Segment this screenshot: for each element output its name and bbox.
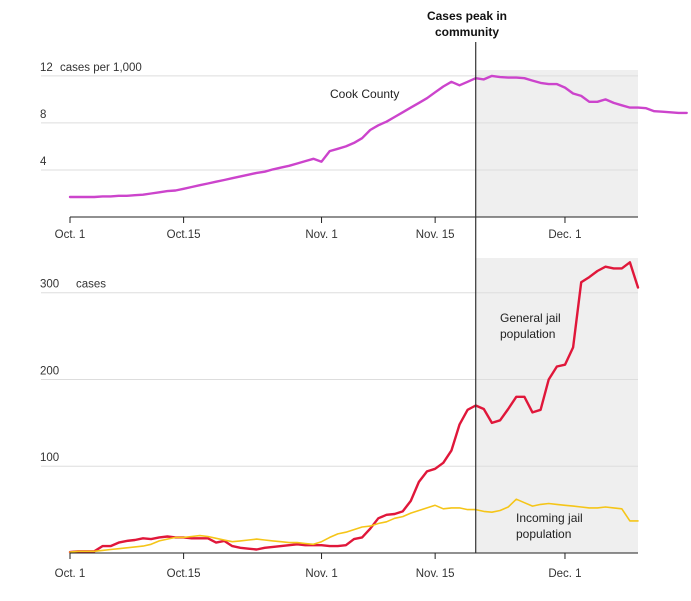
general-jail-label-line-2: population <box>500 327 555 341</box>
top-ytick-label-8: 8 <box>40 109 46 121</box>
bottom-xtick-label-nov1: Nov. 1 <box>305 568 337 580</box>
bottom-ytick-label-300: 300 <box>40 279 59 291</box>
bottom-xtick-label-oct15: Oct.15 <box>167 568 201 580</box>
top-ytick-label-12: 12 <box>40 62 53 74</box>
bottom-xtick-label-oct1: Oct. 1 <box>55 568 86 580</box>
annotation-line-1: Cases peak in <box>427 9 507 23</box>
bottom-xtick-label-dec1: Dec. 1 <box>548 568 581 580</box>
cook-county-label: Cook County <box>330 87 399 101</box>
top-xtick-label-nov1: Nov. 1 <box>305 229 337 241</box>
top-ytick-label-4: 4 <box>40 156 47 168</box>
bottom-ytick-label-200: 200 <box>40 365 59 377</box>
top-y-unit-label: cases per 1,000 <box>60 62 142 74</box>
annotation-line-2: community <box>435 25 499 39</box>
bottom-ytick-label-100: 100 <box>40 452 59 464</box>
incoming-jail-line <box>69 498 639 553</box>
bottom-shaded-region <box>475 258 638 553</box>
top-shaded-region <box>475 70 638 217</box>
bottom-xtick-label-nov15: Nov. 15 <box>416 568 455 580</box>
incoming-jail-label-line-2: population <box>516 527 571 541</box>
top-xtick-label-nov15: Nov. 15 <box>416 229 455 241</box>
top-xtick-label-dec1: Dec. 1 <box>548 229 581 241</box>
incoming-jail-label-line-1: Incoming jail <box>516 511 583 525</box>
cook-county-line <box>68 74 688 199</box>
general-jail-label-line-1: General jail <box>500 311 561 325</box>
general-jail-line <box>68 261 640 554</box>
top-xtick-label-oct15: Oct.15 <box>167 229 201 241</box>
top-xtick-label-oct1: Oct. 1 <box>55 229 86 241</box>
bottom-y-unit-label: cases <box>76 279 106 291</box>
